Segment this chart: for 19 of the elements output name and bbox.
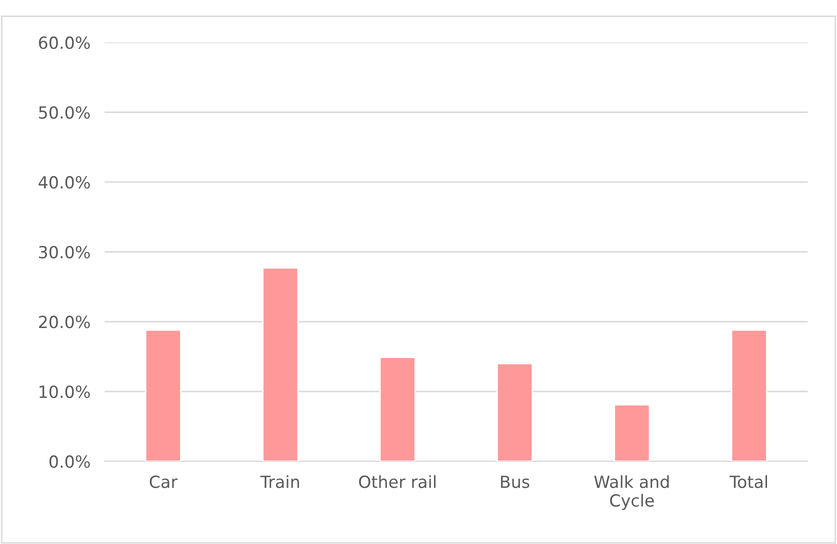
y-tick-label: 40.0% [38,176,90,189]
x-tick-label: Total [730,475,768,488]
x-tick-label: Walk and Cycle [594,475,669,510]
y-tick-label: 0.0% [49,455,90,468]
bar [262,267,299,462]
bar [379,356,416,462]
x-tick-label: Car [150,475,178,488]
x-tick-label: Train [260,475,299,488]
y-tick-label: 50.0% [39,106,90,119]
x-tick-label: Other rail [359,475,436,488]
bar [614,404,650,462]
bar [496,362,534,462]
y-tick-label: 30.0% [39,246,90,258]
y-tick-label: 10.0% [40,385,90,398]
y-tick-label: 20.0% [39,316,90,328]
y-tick-label: 60.0% [38,36,90,49]
x-tick-label: Bus [501,476,530,488]
bar [730,329,768,462]
bar [144,329,182,462]
